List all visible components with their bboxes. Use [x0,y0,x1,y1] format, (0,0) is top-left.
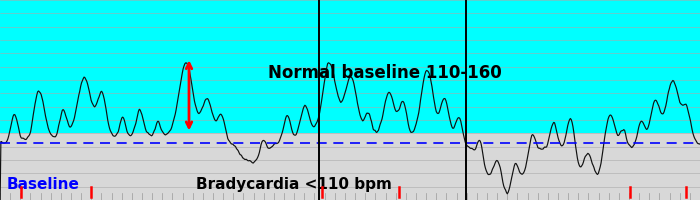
Text: Bradycardia <110 bpm: Bradycardia <110 bpm [196,177,392,192]
Text: Baseline: Baseline [7,177,80,192]
Bar [0,0,700,133]
Text: Normal baseline 110-160: Normal baseline 110-160 [268,64,502,82]
